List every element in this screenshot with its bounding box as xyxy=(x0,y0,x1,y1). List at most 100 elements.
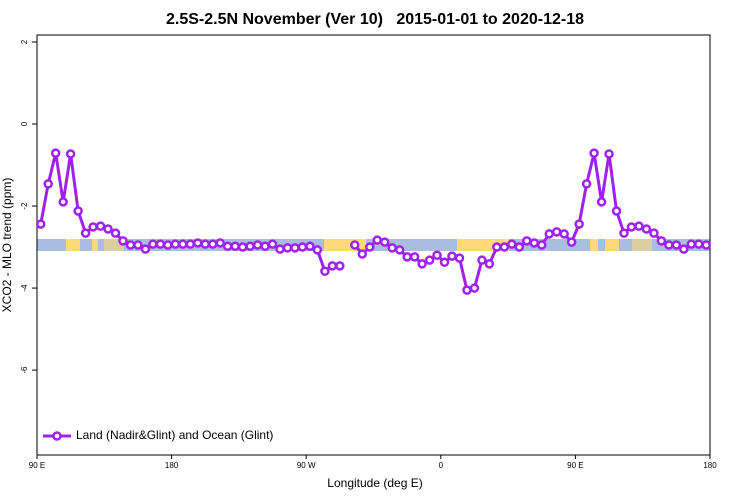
data-point xyxy=(574,219,584,229)
data-point xyxy=(589,148,599,158)
x-axis-label: Longitude (deg E) xyxy=(327,476,422,490)
data-point xyxy=(252,240,263,250)
data-point xyxy=(222,241,233,251)
data-point xyxy=(178,239,188,249)
data-point xyxy=(200,239,210,249)
data-point xyxy=(387,243,397,253)
data-point xyxy=(58,197,68,207)
x-tick-label: 90 E xyxy=(29,461,45,470)
data-point xyxy=(305,241,315,251)
data-point xyxy=(492,242,502,252)
data-point xyxy=(581,179,592,189)
data-point xyxy=(424,255,435,265)
y-tick-label: -6 xyxy=(20,366,29,374)
data-point xyxy=(73,206,83,216)
data-point xyxy=(409,252,420,262)
series-line xyxy=(39,152,340,274)
data-point xyxy=(155,239,166,249)
x-tick-label: 180 xyxy=(165,461,179,470)
data-point xyxy=(297,242,308,252)
data-point xyxy=(641,224,652,234)
data-point xyxy=(365,242,375,252)
data-point xyxy=(402,252,412,262)
data-point xyxy=(267,239,278,249)
data-point xyxy=(499,242,510,252)
data-point xyxy=(379,237,390,247)
data-point xyxy=(148,239,158,249)
data-point xyxy=(694,239,704,249)
data-point xyxy=(626,222,637,232)
data-point xyxy=(230,241,240,251)
x-tick-label: 180 xyxy=(703,461,717,470)
data-point xyxy=(432,250,442,261)
data-point xyxy=(671,240,682,250)
series-line xyxy=(353,152,707,292)
data-point xyxy=(454,253,465,263)
data-point xyxy=(215,238,225,248)
data-point xyxy=(462,285,472,295)
data-point xyxy=(611,206,622,216)
data-point xyxy=(163,240,173,250)
data-point xyxy=(372,235,382,245)
x-tick-label: 0 xyxy=(439,461,444,470)
data-point xyxy=(140,244,151,254)
data-point xyxy=(88,222,98,232)
data-point xyxy=(133,240,143,250)
data-point xyxy=(604,149,614,159)
data-point xyxy=(514,242,525,252)
legend-label: Land (Nadir&Glint) and Ocean (Glint) xyxy=(76,428,273,442)
data-point xyxy=(357,249,368,259)
y-tick-label: -4 xyxy=(20,284,29,292)
data-point xyxy=(439,257,450,267)
data-point xyxy=(686,239,697,249)
data-point xyxy=(290,243,300,253)
data-point xyxy=(125,240,136,250)
data-point xyxy=(35,219,46,229)
data-point xyxy=(103,224,113,234)
legend-marker xyxy=(52,431,62,441)
data-point xyxy=(417,259,427,269)
data-point xyxy=(529,238,540,248)
x-tick-label: 90 E xyxy=(567,461,583,470)
y-axis-label: XCO2 - MLO trend (ppm) xyxy=(0,178,14,313)
data-point xyxy=(50,148,61,158)
data-point xyxy=(566,237,577,247)
data-point xyxy=(282,243,293,253)
data-point xyxy=(619,228,629,238)
data-point xyxy=(469,283,480,293)
data-point xyxy=(327,261,338,271)
chart-title: 2.5S-2.5N November (Ver 10) 2015-01-01 t… xyxy=(166,11,584,28)
data-point xyxy=(634,221,644,231)
data-point xyxy=(185,239,196,249)
data-point xyxy=(350,240,360,250)
data-point xyxy=(207,239,218,249)
data-point xyxy=(110,228,121,238)
data-point xyxy=(260,241,270,251)
data-point xyxy=(118,236,128,246)
data-point xyxy=(551,227,562,237)
data-point xyxy=(237,242,248,252)
y-tick-label: -2 xyxy=(20,202,29,210)
data-point xyxy=(507,239,517,249)
data-point xyxy=(80,228,91,238)
data-point xyxy=(312,245,323,255)
y-tick-label: 2 xyxy=(20,39,29,44)
data-point xyxy=(484,259,495,269)
data-point xyxy=(559,229,569,239)
data-point xyxy=(664,240,674,250)
data-point xyxy=(95,221,106,231)
data-point xyxy=(335,261,345,271)
data-point xyxy=(447,251,457,261)
data-point xyxy=(245,241,255,251)
data-point xyxy=(537,240,547,250)
data-point xyxy=(596,197,607,207)
data-point xyxy=(477,255,487,265)
data-point xyxy=(679,244,689,254)
data-point xyxy=(43,179,53,189)
data-point xyxy=(275,244,285,254)
x-tick-label: 90 W xyxy=(297,461,316,470)
data-point xyxy=(320,266,330,276)
data-point xyxy=(656,236,667,246)
data-point xyxy=(522,236,532,246)
